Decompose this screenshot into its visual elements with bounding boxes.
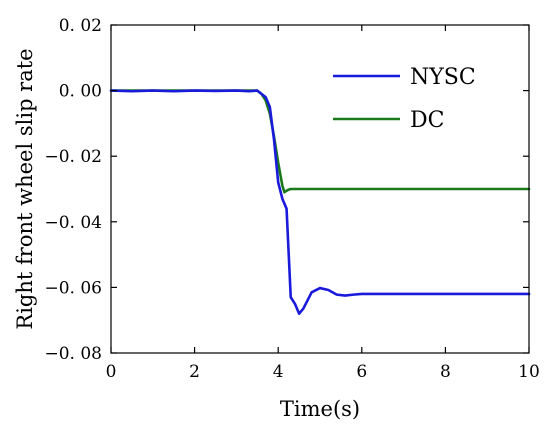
x-tick-label: 4 xyxy=(273,362,284,382)
y-tick-label: −0. 04 xyxy=(45,213,103,233)
y-tick-label: 0. 02 xyxy=(59,16,102,36)
x-tick-label: 6 xyxy=(356,362,367,382)
x-tick-label: 0 xyxy=(106,362,117,382)
x-tick-label: 8 xyxy=(440,362,451,382)
y-tick-label: −0. 08 xyxy=(45,344,103,364)
y-tick-label: 0. 00 xyxy=(59,82,102,102)
y-axis-label: Right front wheel slip rate xyxy=(13,48,37,329)
y-tick-label: −0. 02 xyxy=(45,147,103,167)
x-axis-label: Time(s) xyxy=(280,397,360,421)
legend-label-dc: DC xyxy=(410,108,444,133)
series-line-dc xyxy=(109,89,531,194)
axis-ticks: 0 2 4 6 8 10 0. 02 0. 00 −0. 02 −0. 04 −0. 06 −0. 0… xyxy=(45,16,540,382)
legend: NYSC DC xyxy=(333,65,476,133)
y-tick-label: −0. 06 xyxy=(45,278,103,298)
plot-area-frame xyxy=(110,24,530,354)
x-tick-label: 2 xyxy=(189,362,200,382)
legend-label-nysc: NYSC xyxy=(410,65,476,90)
series-line-nysc xyxy=(109,89,531,315)
x-tick-label: 10 xyxy=(518,362,540,382)
series-layer xyxy=(109,89,531,315)
